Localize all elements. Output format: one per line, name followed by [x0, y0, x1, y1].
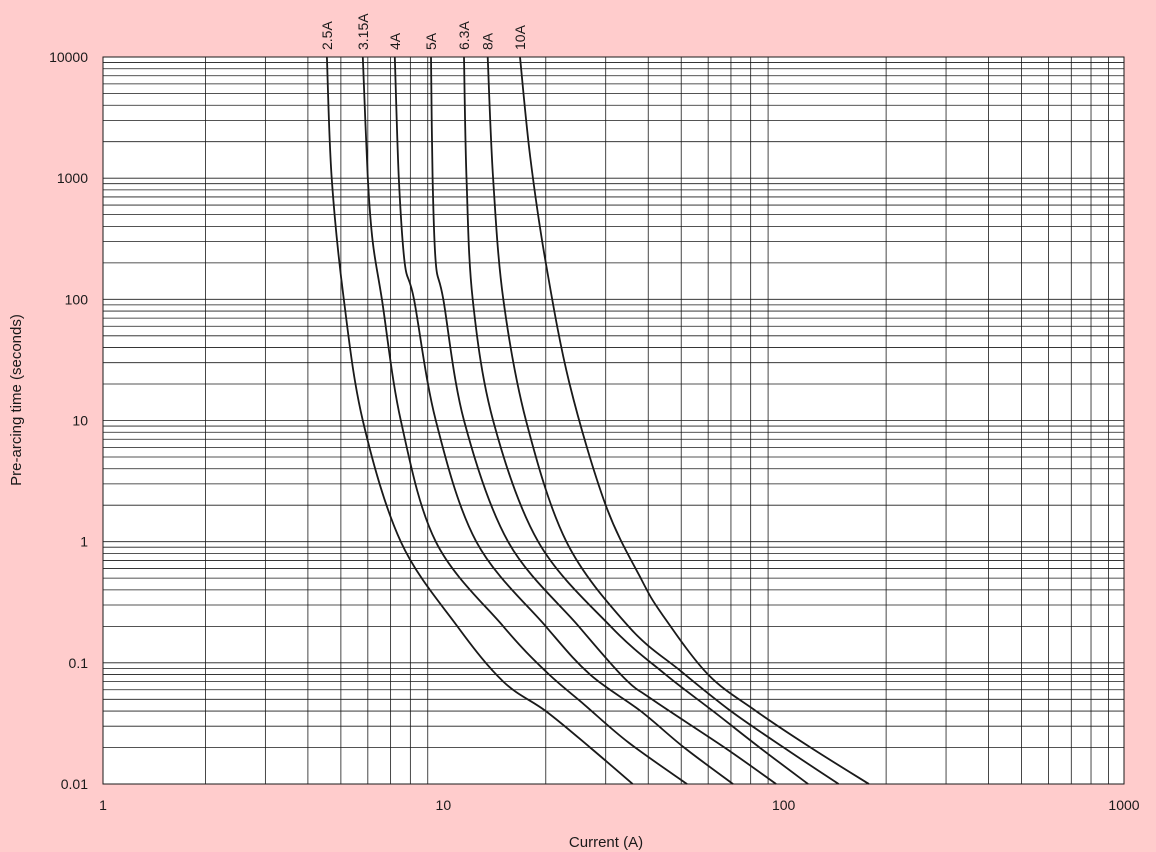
y-tick-label: 1	[80, 534, 88, 550]
y-tick-label: 10000	[49, 49, 88, 65]
y-tick-label: 10	[72, 413, 88, 429]
fuse-curves	[326, 56, 870, 785]
series-label-5a: 5A	[423, 32, 439, 50]
x-tick-label: 1	[99, 797, 107, 813]
series-label-8a: 8A	[480, 32, 496, 50]
y-tick-label: 0.01	[61, 776, 88, 792]
series-labels: 2.5A 3.15A 4A 5A 6.3A 8A 10A	[319, 13, 528, 50]
tick-labels: 1 10 100 1000 0.01 0.1 1 10 100 1000 10000	[49, 49, 1140, 813]
x-tick-label: 10	[436, 797, 452, 813]
x-tick-label: 100	[772, 797, 796, 813]
plot-frame	[102, 56, 1125, 785]
y-axis-title: Pre-arcing time (seconds)	[8, 314, 25, 486]
y-tick-label: 0.1	[69, 655, 89, 671]
series-label-6-3a: 6.3A	[456, 21, 472, 50]
curve-4a	[393, 56, 734, 785]
grid-lines	[103, 57, 1124, 785]
series-label-4a: 4A	[387, 32, 403, 50]
x-axis-title: Current (A)	[569, 834, 643, 851]
series-label-2-5a: 2.5A	[319, 21, 335, 50]
curve-5a	[430, 56, 777, 785]
series-label-3-15a: 3.15A	[355, 13, 371, 50]
curve-3-15a	[361, 56, 688, 785]
curve-10a	[519, 56, 870, 785]
x-tick-label: 1000	[1108, 797, 1139, 813]
curve-2-5a	[326, 56, 634, 785]
series-label-10a: 10A	[512, 24, 528, 50]
curve-8a	[486, 56, 840, 785]
y-tick-label: 100	[65, 291, 89, 307]
y-tick-label: 1000	[57, 170, 88, 186]
curve-6-3a	[463, 56, 809, 785]
